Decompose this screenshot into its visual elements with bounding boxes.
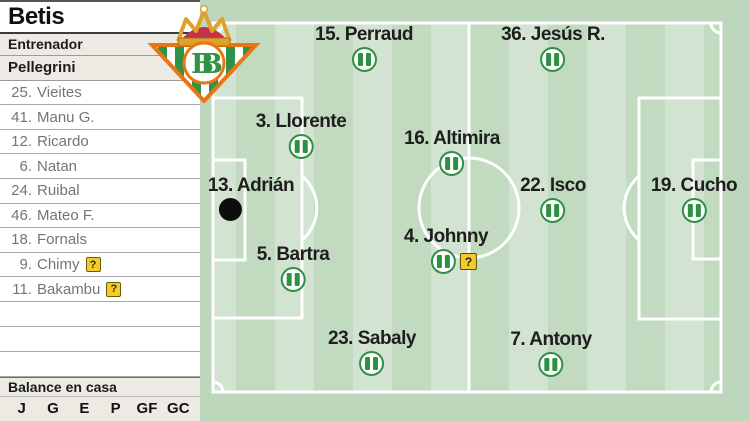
svg-text:B: B — [191, 49, 214, 80]
sub-player-row[interactable]: 9. Chimy ? — [0, 252, 200, 278]
pitch-stripes — [213, 23, 721, 392]
empty-row — [0, 352, 200, 378]
jersey-icon — [540, 198, 566, 223]
sub-player-row[interactable]: 25. Vieites — [0, 80, 200, 106]
stat-col-gc: GC — [167, 400, 190, 418]
stat-col-e: E — [79, 400, 90, 418]
stat-col-gf: GF — [136, 400, 158, 418]
player-name: Bakambu — [37, 280, 101, 298]
team-title: Betis — [0, 2, 200, 34]
player-number: 6. — [19, 157, 32, 175]
player-label: 36. Jesús R. — [501, 24, 605, 45]
pitch: 13. Adrián 15. Perraud 3. Llorente 5. Ba… — [200, 0, 750, 421]
stat-col-g: G — [47, 400, 59, 418]
doubt-badge-icon[interactable]: ? — [106, 281, 122, 297]
player-name: Vieites — [37, 83, 82, 101]
pitch-player-altimira[interactable]: 16. Altimira — [404, 128, 500, 176]
jersey-icon — [351, 47, 377, 72]
pitch-player-antony[interactable]: 7. Antony — [510, 329, 592, 377]
jersey-icon — [540, 47, 566, 72]
empty-row — [0, 326, 200, 353]
jersey-icon — [681, 198, 707, 223]
balance-header: Balance en casa — [0, 377, 200, 398]
player-label: 4. Johnny — [403, 226, 489, 247]
stat-col-p: P — [110, 400, 121, 418]
pitch-player-johnny[interactable]: 4. Johnny ? — [403, 226, 489, 274]
pitch-player-sabaly[interactable]: 23. Sabaly — [328, 328, 416, 376]
doubt-badge-icon[interactable]: ? — [85, 257, 101, 272]
player-name: Chimy — [37, 256, 80, 273]
jersey-icon — [288, 134, 314, 159]
player-number: 46. — [11, 206, 32, 224]
player-label: 5. Bartra — [256, 244, 330, 265]
player-number: 41. — [11, 108, 32, 126]
player-name: Mateo F. — [37, 206, 95, 224]
betis-crest-logo: B B — [147, 4, 261, 103]
sub-player-row[interactable]: 41. Manu G. — [0, 105, 200, 130]
jersey-icon — [538, 352, 564, 377]
pitch-player-adrian[interactable]: 13. Adrián — [207, 175, 295, 221]
player-label: 13. Adrián — [207, 175, 295, 196]
player-number: 24. — [11, 182, 32, 200]
player-number: 25. — [11, 83, 32, 101]
player-label: 19. Cucho — [650, 175, 738, 196]
stat-col-j: J — [17, 400, 26, 418]
pitch-player-cucho[interactable]: 19. Cucho — [650, 175, 738, 223]
player-label: 16. Altimira — [404, 128, 500, 149]
player-name: Ruibal — [37, 182, 80, 200]
doubt-badge-icon[interactable]: ? — [460, 253, 477, 270]
player-name: Natan — [37, 157, 78, 175]
player-label: 15. Perraud — [315, 24, 414, 45]
pitch-player-isco[interactable]: 22. Isco — [520, 175, 586, 223]
sub-player-row[interactable]: 46. Mateo F. — [0, 203, 200, 229]
sub-player-row[interactable]: 12. Ricardo — [0, 129, 200, 155]
jersey-icon: ? — [431, 249, 477, 274]
sub-player-row[interactable]: 11. Bakambu ? — [0, 277, 200, 302]
pitch-player-perraud[interactable]: 15. Perraud — [315, 24, 414, 72]
player-number: 12. — [11, 133, 32, 151]
player-label: 3. Llorente — [255, 111, 347, 132]
player-number: 9. — [19, 256, 32, 273]
player-number: 11. — [12, 280, 32, 298]
svg-text:B: B — [200, 49, 223, 80]
sub-player-row[interactable]: 6. Natan — [0, 154, 200, 179]
player-name: Ricardo — [37, 133, 89, 151]
player-label: 7. Antony — [510, 329, 592, 350]
pitch-field — [200, 0, 750, 421]
pitch-player-bartra[interactable]: 5. Bartra — [257, 244, 330, 292]
goalkeeper-icon — [218, 198, 242, 221]
empty-row — [0, 301, 200, 327]
player-name: Fornals — [37, 231, 88, 249]
pitch-player-jesus-r[interactable]: 36. Jesús R. — [501, 24, 605, 72]
jersey-icon — [439, 151, 465, 176]
jersey-icon — [359, 351, 385, 376]
player-number: 18. — [11, 231, 32, 249]
sub-player-row[interactable]: 24. Ruibal — [0, 178, 200, 204]
field-lines — [211, 21, 723, 394]
player-label: 23. Sabaly — [328, 328, 416, 349]
jersey-icon — [280, 267, 306, 292]
coach-header: Entrenador — [0, 33, 200, 56]
pitch-player-llorente[interactable]: 3. Llorente — [256, 111, 347, 159]
sub-player-row[interactable]: 18. Fornals — [0, 228, 200, 253]
player-label: 22. Isco — [520, 175, 586, 196]
stats-header-row: J G E P GF GC — [0, 397, 200, 421]
player-name: Manu G. — [37, 108, 95, 126]
